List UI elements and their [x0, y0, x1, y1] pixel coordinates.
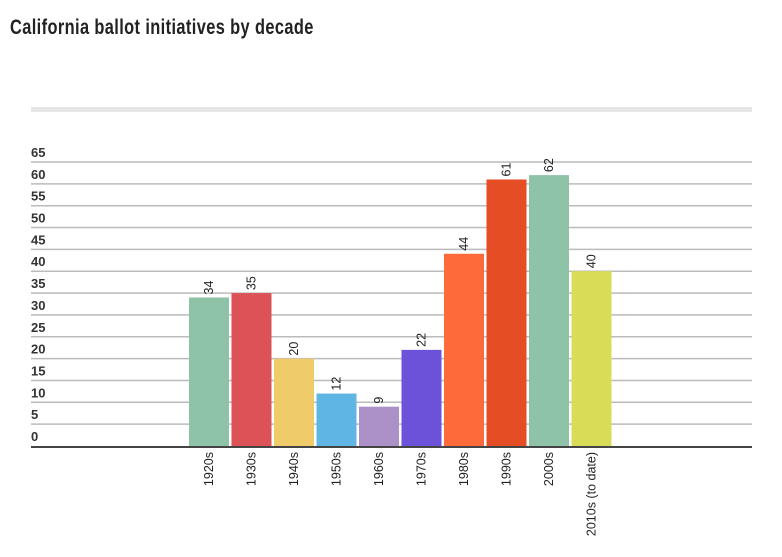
bar	[316, 393, 357, 446]
x-tick-label: 1950s	[330, 452, 344, 486]
bar	[571, 271, 612, 446]
x-tick-label: 1990s	[500, 452, 514, 486]
data-label: 35	[245, 276, 259, 290]
x-tick-label: 1930s	[245, 452, 259, 486]
y-tick-label: 0	[31, 429, 38, 444]
bar	[529, 175, 569, 446]
y-tick-label: 45	[31, 232, 45, 247]
bar	[401, 349, 442, 446]
x-tick-label: 2000s	[542, 452, 556, 486]
data-label: 40	[585, 254, 599, 268]
data-label: 9	[372, 397, 386, 404]
y-tick-label: 55	[31, 189, 45, 204]
bar	[486, 179, 527, 446]
data-label: 61	[500, 163, 514, 177]
bar	[274, 358, 314, 446]
y-tick-label: 65	[31, 145, 45, 160]
x-tick-label: 1970s	[415, 452, 429, 486]
y-tick-label: 30	[31, 298, 45, 313]
data-label: 62	[542, 158, 556, 172]
y-tick-label: 20	[31, 342, 45, 357]
bar	[444, 253, 484, 446]
data-label: 34	[202, 280, 216, 294]
y-tick-label: 15	[31, 363, 45, 378]
x-tick-label: 1960s	[372, 452, 386, 486]
chart-title: California ballot initiatives by decade	[10, 16, 314, 39]
bar	[189, 297, 229, 446]
data-label: 12	[330, 377, 344, 391]
header-divider	[31, 107, 752, 112]
x-tick-label: 1980s	[457, 452, 471, 486]
bar	[231, 293, 272, 446]
data-label: 22	[415, 333, 429, 347]
y-tick-label: 10	[31, 385, 45, 400]
data-label: 44	[457, 237, 471, 251]
data-label: 20	[287, 342, 301, 356]
bar	[359, 406, 399, 446]
x-tick-label: 2010s (to date)	[585, 452, 599, 536]
y-tick-label: 25	[31, 320, 45, 335]
x-tick-label: 1920s	[202, 452, 216, 486]
x-tick-label: 1940s	[287, 452, 301, 486]
y-tick-label: 35	[31, 276, 45, 291]
y-tick-label: 40	[31, 254, 45, 269]
y-tick-label: 50	[31, 211, 45, 226]
y-tick-label: 5	[31, 407, 38, 422]
y-tick-label: 60	[31, 167, 45, 182]
